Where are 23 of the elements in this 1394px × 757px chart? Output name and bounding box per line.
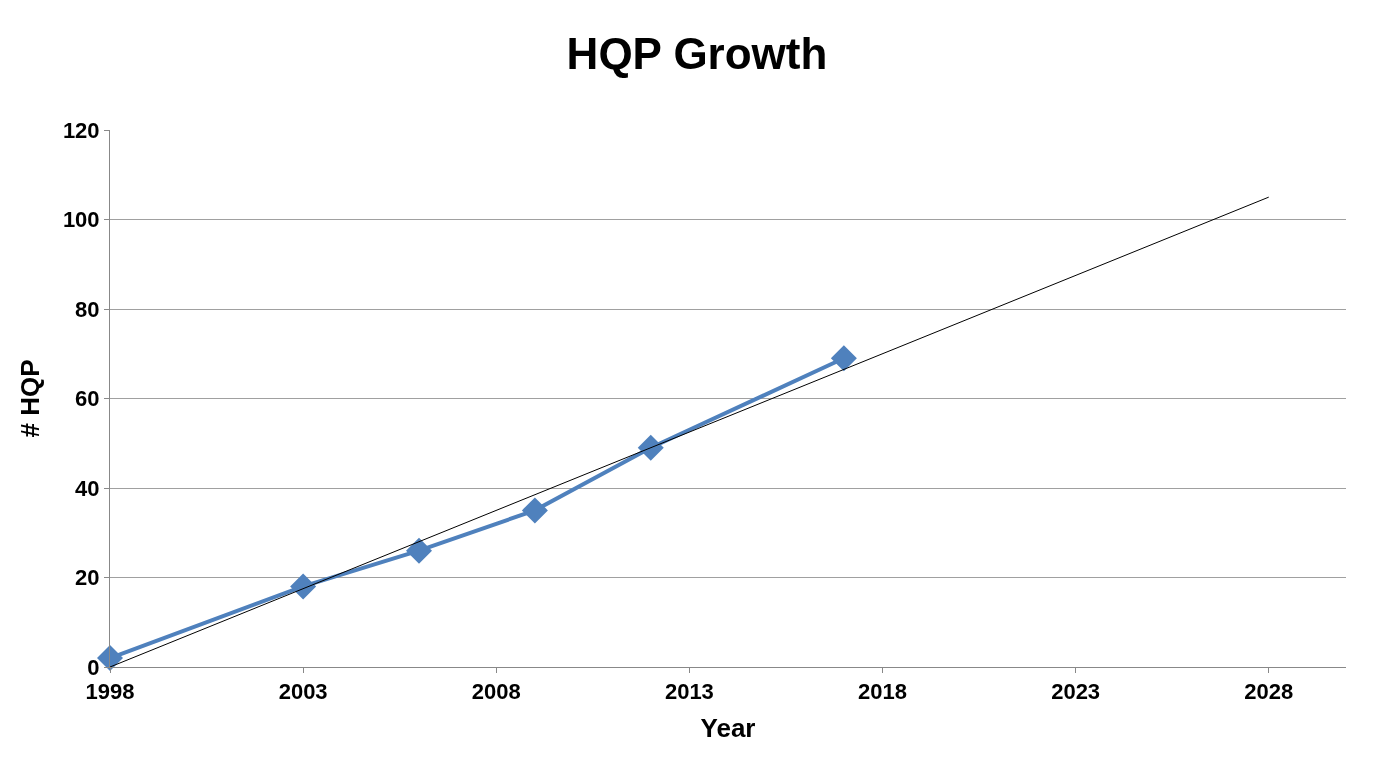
- x-tick-label: 2018: [858, 679, 907, 705]
- x-tick-label: 2023: [1051, 679, 1101, 705]
- y-tick-label: 0: [87, 654, 100, 680]
- point: [637, 434, 664, 461]
- x-tick-label: 2013: [664, 679, 714, 705]
- y-axis-title: # HQP: [15, 359, 46, 438]
- y-tick-label: 40: [75, 475, 100, 501]
- x-tick-label: 1998: [85, 679, 135, 705]
- x-tick-label: 2003: [278, 679, 328, 705]
- y-tick-label: 80: [75, 296, 100, 322]
- y-tick-label: 100: [62, 207, 100, 233]
- chart-title: HQP Growth: [566, 28, 828, 78]
- x-tick-label: 2008: [471, 679, 521, 705]
- x-tick-label: 2028: [1244, 679, 1294, 705]
- point: [521, 497, 548, 524]
- point: [830, 345, 857, 372]
- point: [290, 573, 317, 600]
- point: [406, 537, 432, 564]
- y-tick-label: 20: [75, 565, 100, 591]
- y-tick-label: 60: [75, 386, 100, 412]
- point: [97, 645, 123, 672]
- x-axis-title: Year: [700, 713, 756, 744]
- y-tick-label: 120: [62, 117, 100, 143]
